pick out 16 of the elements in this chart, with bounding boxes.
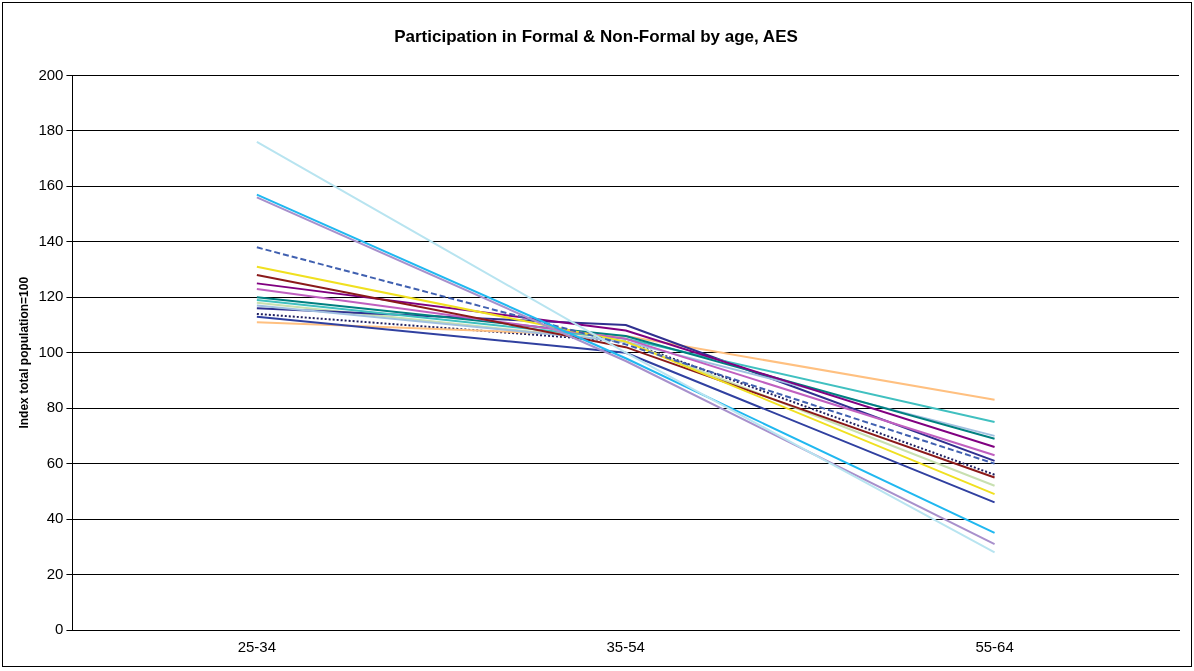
y-axis-title: Index total population=100 bbox=[16, 276, 31, 429]
y-tick-label: 20 bbox=[46, 564, 64, 582]
x-tick-label: 35-54 bbox=[606, 638, 645, 656]
y-tick-label: 80 bbox=[46, 398, 64, 416]
y-tick-label: 60 bbox=[46, 453, 64, 471]
y-tick-label: 40 bbox=[46, 509, 64, 527]
y-tick-label: 200 bbox=[38, 65, 64, 83]
y-tick-label: 100 bbox=[38, 342, 64, 360]
chart-title: Participation in Formal & Non-Formal by age, AES bbox=[394, 26, 798, 46]
y-tick-label: 140 bbox=[38, 231, 64, 249]
y-tick-label: 180 bbox=[38, 121, 64, 138]
y-tick-label: 160 bbox=[38, 176, 64, 194]
x-tick-label: 55-64 bbox=[975, 638, 1014, 656]
x-tick-label: 25-34 bbox=[237, 638, 277, 656]
y-tick-label: 0 bbox=[55, 620, 64, 638]
y-tick-label: 120 bbox=[38, 287, 64, 305]
